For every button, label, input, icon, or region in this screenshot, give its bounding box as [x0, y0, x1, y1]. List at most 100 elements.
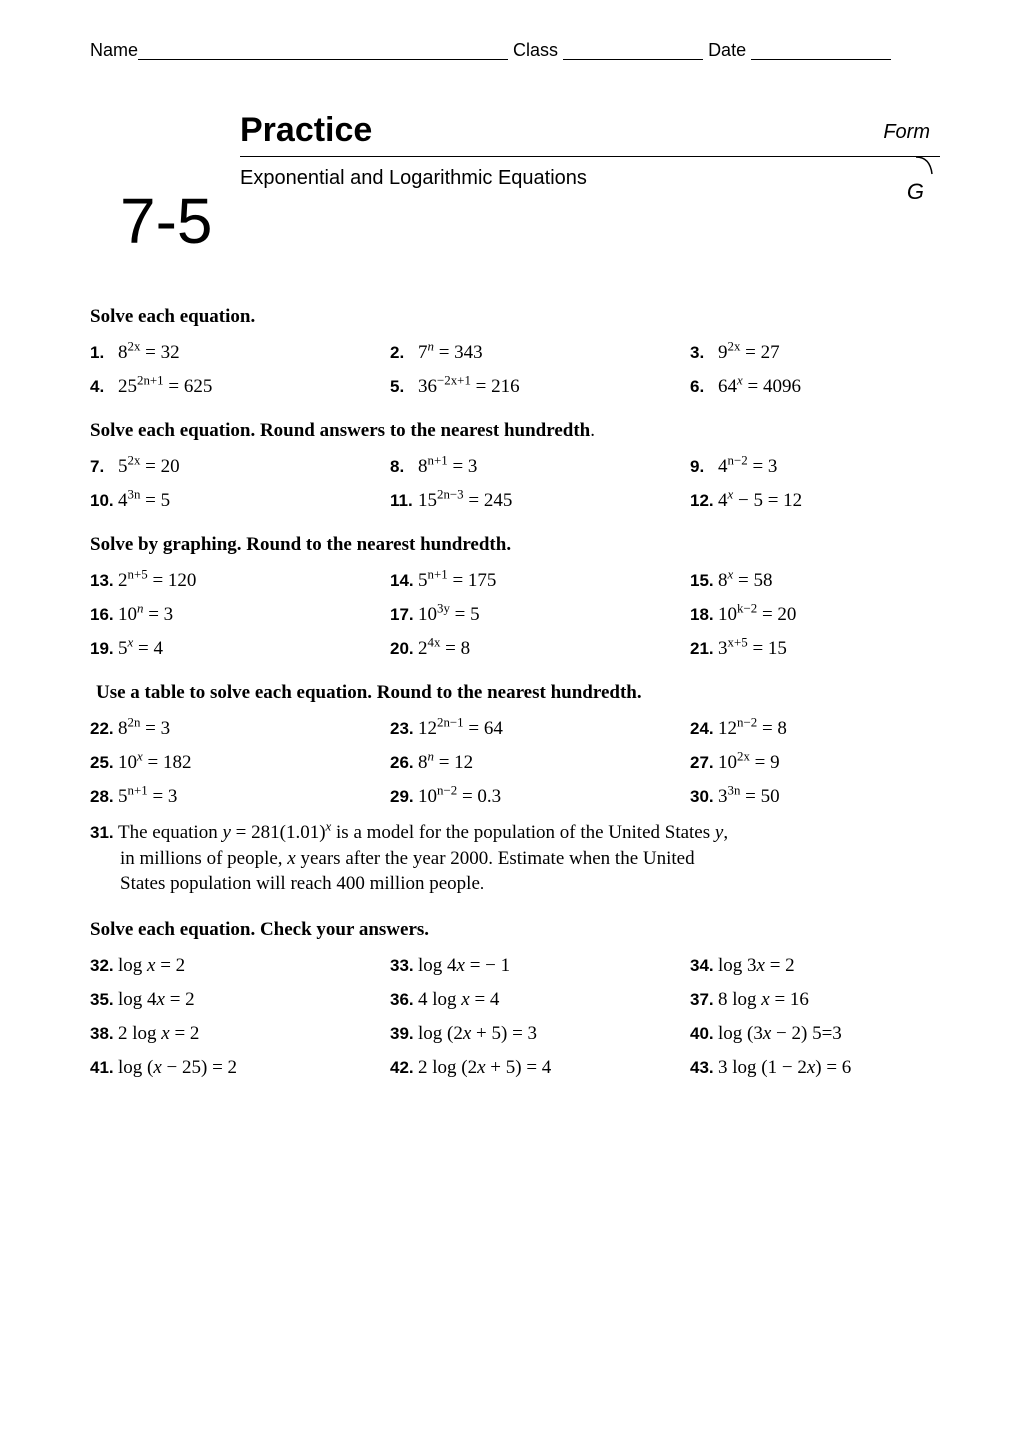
q-expr: 252n+1 = 625: [118, 376, 212, 397]
section-head-4: Use a table to solve each equation. Roun…: [96, 682, 930, 704]
q-expr: log 4x = − 1: [418, 955, 510, 976]
q-num: 10.: [90, 491, 114, 511]
q-expr: 36−2x+1 = 216: [418, 376, 520, 397]
q-expr: 102x = 9: [718, 752, 780, 773]
form-letter: G: [907, 179, 924, 205]
q-num: 3.: [690, 343, 714, 363]
q-expr: 52x = 20: [118, 456, 180, 477]
q-expr: 7n = 343: [418, 342, 483, 363]
q-expr: 8n+1 = 3: [418, 456, 477, 477]
problem-row: 7.52x = 20 8.8n+1 = 3 9.4n−2 = 3: [90, 456, 930, 478]
q-num: 19.: [90, 639, 114, 659]
q-expr: 10x = 182: [118, 752, 191, 773]
q-expr: 92x = 27: [718, 342, 780, 363]
q-num: 25.: [90, 753, 114, 773]
q-num: 39.: [390, 1024, 414, 1044]
section-head-3: Solve by graphing. Round to the nearest …: [90, 534, 930, 556]
problem-row: 13.2n+5 = 120 14.5n+1 = 175 15.8x = 58: [90, 570, 930, 592]
q-expr: 2 log (2x + 5) = 4: [418, 1057, 551, 1078]
q-expr: 152n−3 = 245: [418, 490, 512, 511]
q-expr: log 4x = 2: [118, 989, 195, 1010]
q-expr: 5x = 4: [118, 638, 163, 659]
q-num: 11.: [390, 491, 414, 511]
q-expr: 8 log x = 16: [718, 989, 809, 1010]
q-num: 16.: [90, 605, 114, 625]
q-num: 24.: [690, 719, 714, 739]
q-expr: 122n−1 = 64: [418, 718, 503, 739]
word-problem-31: 31.The equation y = 281(1.01)x is a mode…: [90, 820, 930, 897]
problem-row: 4.252n+1 = 625 5.36−2x+1 = 216 6.64x = 4…: [90, 376, 930, 398]
class-label: Class: [513, 40, 563, 60]
q-expr: 4 log x = 4: [418, 989, 499, 1010]
q-num: 29.: [390, 787, 414, 807]
problem-row: 28.5n+1 = 3 29.10n−2 = 0.3 30.33n = 50: [90, 786, 930, 808]
q-expr: log (3x − 2) 5=3: [718, 1023, 842, 1044]
q-expr: 5n+1 = 175: [418, 570, 496, 591]
q-expr: 43n = 5: [118, 490, 170, 511]
name-blank[interactable]: [138, 59, 508, 60]
q-num: 15.: [690, 571, 714, 591]
q-num: 8.: [390, 457, 414, 477]
q-num: 37.: [690, 990, 714, 1010]
q-expr: 10k−2 = 20: [718, 604, 796, 625]
q-num: 5.: [390, 377, 414, 397]
q-num: 38.: [90, 1024, 114, 1044]
worksheet-header: Name Class Date: [90, 40, 930, 61]
q-expr: log (x − 25) = 2: [118, 1057, 237, 1078]
title-block: Form Practice G Exponential and Logarith…: [90, 111, 930, 284]
problem-row: 32.log x = 2 33.log 4x = − 1 34.log 3x =…: [90, 955, 930, 977]
q-expr: 4x − 5 = 12: [718, 490, 802, 511]
q-num: 7.: [90, 457, 114, 477]
q-num: 1.: [90, 343, 114, 363]
q-expr: 8n = 12: [418, 752, 473, 773]
problem-row: 38.2 log x = 2 39.log (2x + 5) = 3 40.lo…: [90, 1023, 930, 1045]
form-label: Form: [883, 121, 930, 144]
q-expr: 4n−2 = 3: [718, 456, 777, 477]
q-expr: log 3x = 2: [718, 955, 795, 976]
problem-row: 19.5x = 4 20.24x = 8 21.3x+5 = 15: [90, 638, 930, 660]
q-num: 34.: [690, 956, 714, 976]
q-num: 17.: [390, 605, 414, 625]
q-num: 31.: [90, 822, 114, 845]
q-num: 9.: [690, 457, 714, 477]
q-num: 35.: [90, 990, 114, 1010]
rule-tail: [916, 150, 940, 178]
q-num: 14.: [390, 571, 414, 591]
q-num: 21.: [690, 639, 714, 659]
q-num: 30.: [690, 787, 714, 807]
practice-title: Practice: [240, 111, 372, 150]
q-num: 13.: [90, 571, 114, 591]
date-label: Date: [708, 40, 751, 60]
q-expr: 103y = 5: [418, 604, 480, 625]
q-num: 36.: [390, 990, 414, 1010]
date-blank[interactable]: [751, 59, 891, 60]
q-num: 4.: [90, 377, 114, 397]
q-num: 43.: [690, 1058, 714, 1078]
q-expr: 33n = 50: [718, 786, 780, 807]
q-expr: 82x = 32: [118, 342, 180, 363]
q-expr: 82n = 3: [118, 718, 170, 739]
q-num: 23.: [390, 719, 414, 739]
q-num: 18.: [690, 605, 714, 625]
q-expr: log x = 2: [118, 955, 185, 976]
problem-row: 10.43n = 5 11.152n−3 = 245 12.4x − 5 = 1…: [90, 490, 930, 512]
q-num: 2.: [390, 343, 414, 363]
problem-row: 25.10x = 182 26.8n = 12 27.102x = 9: [90, 752, 930, 774]
q-num: 33.: [390, 956, 414, 976]
q-num: 28.: [90, 787, 114, 807]
section-head-5: Solve each equation. Check your answers.: [90, 919, 930, 941]
problem-row: 35.log 4x = 2 36.4 log x = 4 37.8 log x …: [90, 989, 930, 1011]
section-head-1: Solve each equation.: [90, 306, 930, 328]
class-blank[interactable]: [563, 59, 703, 60]
q-num: 27.: [690, 753, 714, 773]
q-num: 42.: [390, 1058, 414, 1078]
name-label: Name: [90, 40, 138, 60]
q-num: 26.: [390, 753, 414, 773]
problem-row: 16.10n = 3 17.103y = 5 18.10k−2 = 20: [90, 604, 930, 626]
q-expr: log (2x + 5) = 3: [418, 1023, 537, 1044]
q-expr: 8x = 58: [718, 570, 772, 591]
q-expr: 10n = 3: [118, 604, 173, 625]
q-expr: 3 log (1 − 2x) = 6: [718, 1057, 851, 1078]
q-expr: 64x = 4096: [718, 376, 801, 397]
q-expr: 10n−2 = 0.3: [418, 786, 501, 807]
